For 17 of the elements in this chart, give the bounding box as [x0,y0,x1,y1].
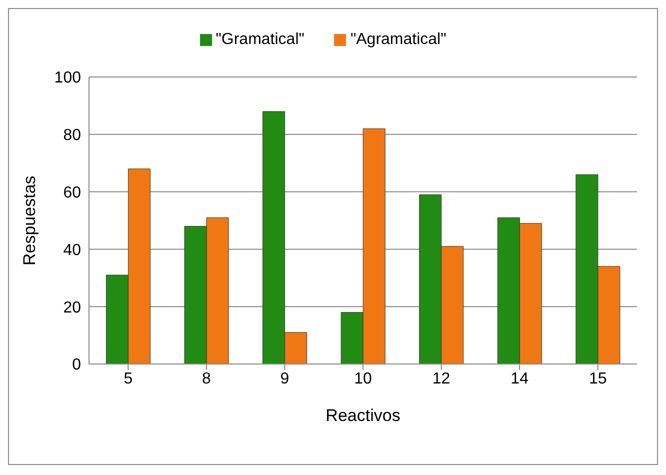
y-tick-label: 40 [63,242,82,259]
x-tick-label: 8 [202,370,211,388]
y-tick-label: 100 [54,70,82,87]
x-tick-label: 12 [432,370,450,388]
x-tick-label: 10 [354,370,372,388]
y-tick-label: 20 [63,299,82,316]
y-tick-label: 60 [63,184,82,202]
legend-label: "Agramatical" [350,31,446,48]
x-tick-label: 9 [280,370,290,388]
x-axis-title: Reactivos [326,406,400,426]
legend-label: "Gramatical" [216,31,304,48]
x-tick-label: 5 [124,370,133,388]
y-axis-title: Respuestas [20,176,40,266]
y-tick-label: 80 [63,127,82,144]
x-tick-label: 14 [510,370,529,388]
y-tick-label: 0 [72,356,82,374]
x-tick-label: 15 [588,370,607,388]
